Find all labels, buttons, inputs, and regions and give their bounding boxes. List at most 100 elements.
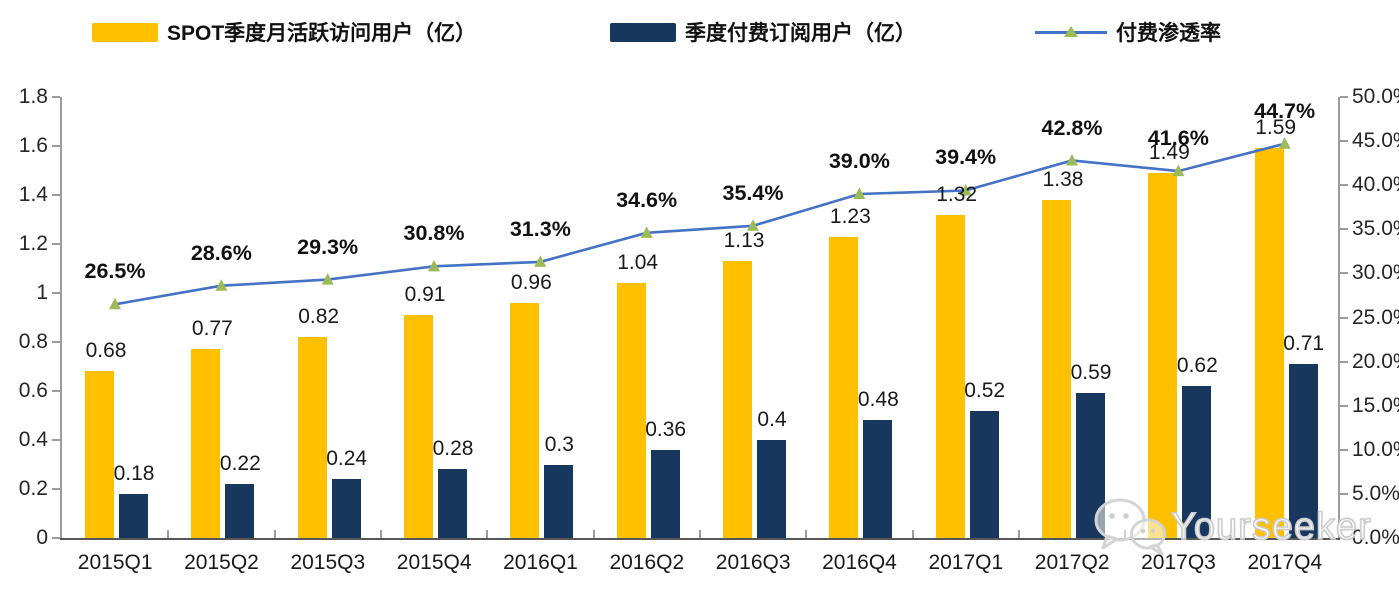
x-axis-tick [167,530,170,538]
x-axis-tick [1230,530,1233,538]
y-axis-left-tick [52,96,60,98]
x-axis-category-label: 2015Q2 [184,551,259,574]
triangle-marker-icon [1064,26,1078,38]
x-axis-tick [911,530,914,538]
bar-subscribers [119,493,148,538]
line-marker [747,219,759,231]
x-axis-category-label: 2016Q1 [503,551,578,574]
bar-subscribers [650,449,680,538]
penetration-label: 31.3% [509,216,571,241]
penetration-label: 29.3% [297,234,359,259]
bar-subscribers [1182,386,1212,538]
y-axis-right-tick [1340,272,1348,275]
x-axis-tick [1018,530,1020,538]
x-axis-tick [592,530,595,538]
y-axis-right-label: 25.0% [1352,305,1399,329]
bar-label-subscribers: 0.36 [645,417,687,441]
y-axis-left-label: 1.8 [18,85,48,108]
y-axis-right-tick [1340,96,1348,98]
penetration-label: 26.5% [84,259,146,284]
x-axis-category-label: 2015Q1 [77,551,153,574]
y-axis-right-tick [1340,228,1348,231]
bar-label-mau: 1.38 [1042,167,1084,191]
bar-label-subscribers: 0.28 [432,437,474,461]
bar-mau [616,283,646,538]
penetration-label: 30.8% [403,221,465,246]
bar-mau [1148,172,1178,538]
x-axis-category-label: 2017Q3 [1141,551,1216,574]
bar-mau [935,214,965,538]
subscribers-bar-swatch [610,22,676,42]
bar-mau [829,236,859,538]
line-marker [853,187,866,200]
mau-bar-swatch [92,22,158,42]
bar-label-mau: 0.96 [510,270,552,294]
line-marker [640,226,653,238]
x-axis-tick [699,530,701,538]
line-marker [215,279,228,291]
y-axis-right-tick [1340,360,1348,363]
y-axis-left-tick [52,292,60,294]
legend-item-subscribers: 季度付费订阅用户（亿） [610,14,916,50]
bar-label-subscribers: 0.4 [757,408,787,431]
bar-subscribers [863,420,893,538]
bar-label-mau: 1.59 [1255,116,1297,140]
penetration-label: 28.6% [190,240,252,265]
y-axis-right-label: 20.0% [1352,349,1399,373]
y-axis-left-tick [52,341,60,343]
x-axis-category-label: 2016Q3 [715,551,791,574]
y-axis-right-label: 10.0% [1352,437,1399,461]
y-axis-left-tick [52,194,60,196]
y-axis-right-tick [1340,537,1348,539]
y-axis-right-label: 35.0% [1352,217,1399,241]
bar-subscribers [1288,364,1318,538]
bar-label-mau: 1.13 [723,229,765,253]
x-axis-category-label: 2017Q1 [928,551,1004,574]
y-axis-left-tick [52,145,60,147]
y-axis-right-label: 50.0% [1352,85,1399,108]
x-axis-category-label: 2015Q3 [290,551,366,574]
penetration-label: 39.0% [828,149,890,174]
line-marker [1066,154,1078,166]
bar-label-subscribers: 0.18 [113,461,155,485]
penetration-label: 34.6% [616,187,678,212]
bar-label-subscribers: 0.24 [326,447,368,471]
bar-label-mau: 1.23 [829,204,871,228]
legend-item-penetration: 付费渗透率 [1035,14,1221,50]
y-axis-right-tick [1340,140,1348,143]
bar-label-mau: 0.77 [191,317,233,341]
bar-label-mau: 0.68 [85,339,127,363]
y-axis-left-tick [52,488,60,490]
bar-mau [1042,199,1071,538]
y-axis-left-label: 0.4 [18,428,48,451]
y-axis-right-tick [1340,492,1348,495]
y-axis-left-label: 1 [36,281,48,304]
legend-item-mau: SPOT季度月活跃访问用户（亿） [92,14,476,50]
bar-subscribers [757,440,786,538]
legend-label-penetration: 付费渗透率 [1116,22,1221,45]
line-marker [1278,137,1291,149]
x-axis-category-label: 2017Q2 [1034,551,1110,574]
bar-label-subscribers: 0.48 [857,388,899,412]
y-axis-left-label: 0.2 [18,477,48,500]
line-marker [959,183,972,196]
plot-area: 0 0.2 0.4 0.6 0.8 1 1.2 1.4 1.6 1.8 0.0% 5.0% 10.0% 1… [19,85,1399,574]
bar-label-subscribers: 0.52 [964,378,1006,402]
bar-label-subscribers: 0.22 [219,452,261,476]
bar-label-subscribers: 0.59 [1070,361,1112,385]
bar-mau [510,302,540,538]
legend-label-subscribers: 季度付费订阅用户（亿） [685,22,916,45]
y-axis-right-spine [1338,97,1340,538]
x-axis-tick [805,530,808,538]
bar-subscribers [331,479,361,538]
y-axis-right-label: 0.0% [1352,526,1399,549]
penetration-line-swatch [1035,26,1107,38]
bar-subscribers [225,484,255,538]
bar-mau [191,349,221,538]
x-axis-category-label: 2017Q4 [1247,551,1323,574]
y-axis-right-tick [1340,316,1348,319]
x-axis-category-label: 2016Q4 [822,551,897,574]
x-axis-tick [273,530,276,538]
penetration-label: 44.7% [1254,98,1316,123]
